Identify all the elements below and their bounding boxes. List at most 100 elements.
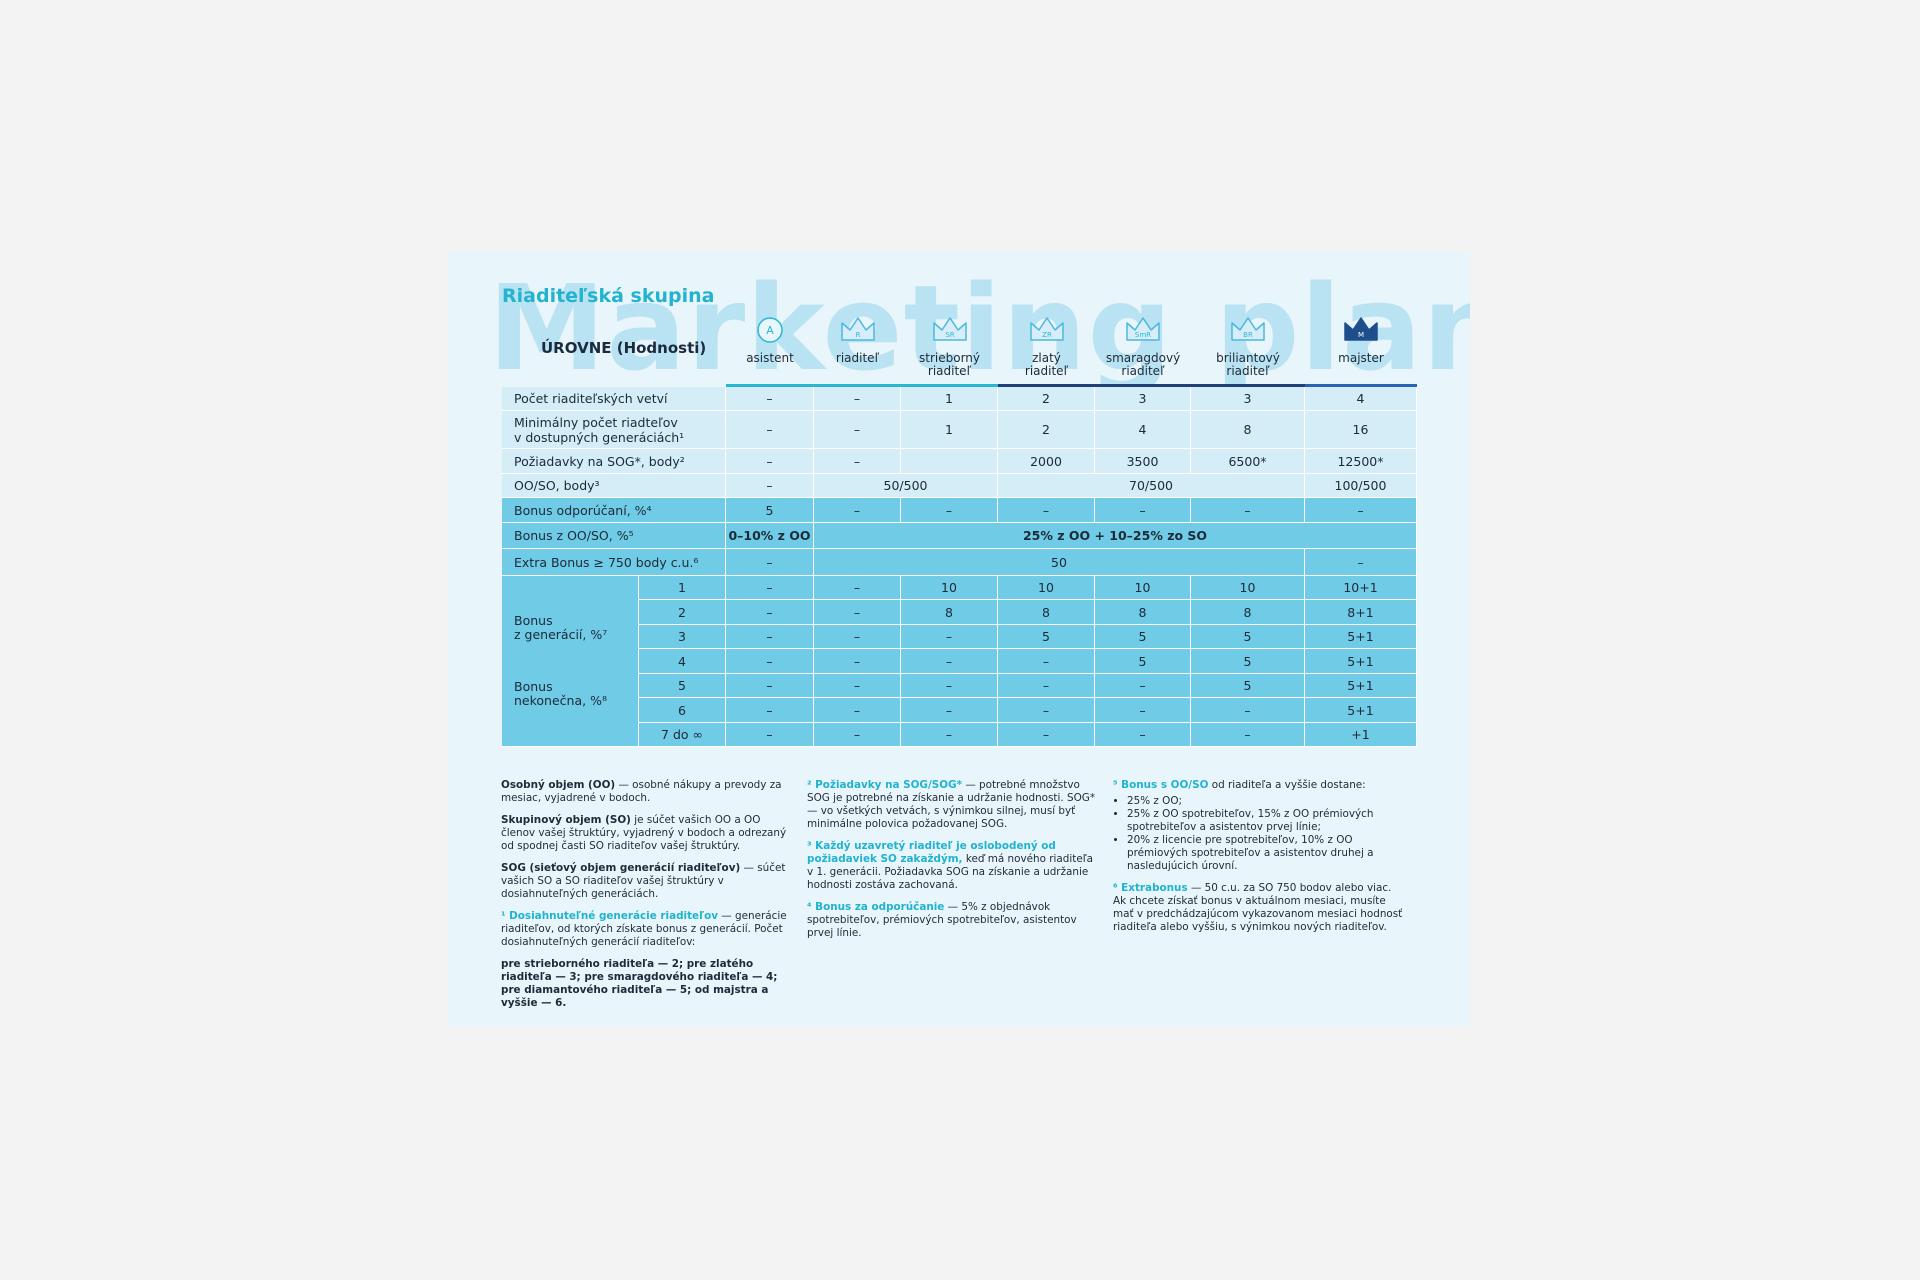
table-cell: 16 — [1305, 411, 1417, 449]
table-cell: – — [814, 649, 901, 674]
note: Osobný objem (OO) — osobné nákupy a prev… — [501, 779, 793, 805]
note-lead: pre strieborného riaditeľa — 2; pre zlat… — [501, 958, 778, 1009]
section-title: Riaditeľská skupina — [502, 285, 715, 307]
table-cell: – — [814, 449, 901, 474]
note-lead: ⁵ Bonus s OO/SO — [1113, 779, 1209, 791]
table-cell: 10+1 — [1305, 576, 1417, 600]
table-cell: 8 — [998, 600, 1095, 625]
table-cell: 8 — [1191, 600, 1305, 625]
table-cell: – — [814, 411, 901, 449]
level-bar — [1305, 384, 1417, 387]
table-cell: 3 — [1191, 387, 1305, 411]
table-cell: 12500* — [1305, 449, 1417, 474]
badge-text: SR — [945, 331, 954, 339]
generation-number: 3 — [639, 625, 726, 649]
table-cell: – — [814, 498, 901, 523]
level-bar — [1095, 384, 1191, 387]
badge-text: A — [766, 324, 774, 337]
note: Skupinový objem (SO) je súčet vašich OO … — [501, 814, 793, 853]
table-cell: – — [998, 498, 1095, 523]
note: pre strieborného riaditeľa — 2; pre zlat… — [501, 958, 793, 1010]
note-text: — 5% z objednávok spotrebiteľov, prémiov… — [807, 901, 1077, 939]
level-badge: M — [1344, 317, 1378, 341]
table-cell: – — [901, 649, 998, 674]
level-bar — [726, 384, 814, 387]
note-bullets: 25% z OO;25% z OO spotrebiteľov, 15% z O… — [1119, 795, 1405, 873]
table-cell: 5+1 — [1305, 674, 1417, 698]
table-cell: – — [901, 698, 998, 723]
note: ⁶ Extrabonus — 50 c.u. za SO 750 bodov a… — [1113, 882, 1405, 934]
table-cell: – — [726, 576, 814, 600]
badge-text: R — [855, 331, 860, 339]
table-cell: 3500 — [1095, 449, 1191, 474]
level-badge: SmR — [1126, 317, 1160, 341]
table-cell: 8 — [1095, 600, 1191, 625]
generation-number: 5 — [639, 674, 726, 698]
level-name: majster — [1338, 351, 1384, 365]
table-cell: – — [1095, 723, 1191, 747]
table-cell: – — [726, 549, 814, 576]
table-cell: – — [998, 723, 1095, 747]
table-cell: – — [1095, 498, 1191, 523]
level-badge: A — [757, 317, 783, 343]
table-cell: 8 — [901, 600, 998, 625]
note: ¹ Dosiahnuteľné generácie riaditeľov — g… — [501, 910, 793, 949]
badge-text: BR — [1243, 331, 1253, 339]
table-cell: – — [1191, 698, 1305, 723]
note-bullet: 25% z OO; — [1127, 795, 1405, 808]
note: ³ Každý uzavretý riaditeľ je oslobodený … — [807, 840, 1099, 892]
generation-number: 1 — [639, 576, 726, 600]
table-cell: – — [726, 698, 814, 723]
table-cell: 4 — [1305, 387, 1417, 411]
table-cell: – — [1305, 498, 1417, 523]
table-cell: 5 — [1191, 674, 1305, 698]
notes-column: ⁵ Bonus s OO/SO od riaditeľa a vyššie do… — [1113, 779, 1405, 943]
table-cell: 5+1 — [1305, 625, 1417, 649]
badge-text: SmR — [1135, 331, 1151, 339]
table-cell: 100/500 — [1305, 474, 1417, 498]
note: SOG (sieťový objem generácií riaditeľov)… — [501, 862, 793, 901]
note-text: — potrebné množstvo SOG je potrebné na z… — [807, 779, 1096, 830]
notes-column: ² Požiadavky na SOG/SOG* — potrebné množ… — [807, 779, 1099, 949]
generation-number: 2 — [639, 600, 726, 625]
generation-group-label: Bonus nekonečna, %⁸ — [514, 679, 607, 708]
table-cell: – — [901, 498, 998, 523]
table-cell: – — [726, 387, 814, 411]
table-cell: 6500* — [1191, 449, 1305, 474]
table-cell: – — [1191, 498, 1305, 523]
level-name: zlatý riaditeľ — [1024, 351, 1069, 378]
table-cell: 10 — [1191, 576, 1305, 600]
row-label: Počet riaditeľských vetví — [502, 387, 726, 411]
table-cell: 50 — [814, 549, 1305, 576]
note-text: — súčet vašich SO a SO riaditeľov vašej … — [501, 862, 786, 900]
level-bar — [998, 384, 1095, 387]
table-cell — [901, 449, 998, 474]
row-label: Požiadavky na SOG*, body² — [502, 449, 726, 474]
table-cell: – — [726, 449, 814, 474]
table-cell: – — [814, 576, 901, 600]
table-cell: 2000 — [998, 449, 1095, 474]
table-cell: 5 — [998, 625, 1095, 649]
table-cell: – — [1095, 698, 1191, 723]
table-cell: 3 — [1095, 387, 1191, 411]
levels-label: ÚROVNE (Hodnosti) — [541, 339, 707, 357]
level-name: strieborný riaditeľ — [919, 351, 980, 378]
table-cell: 5 — [726, 498, 814, 523]
level-badge: SR — [932, 317, 967, 341]
note: ² Požiadavky na SOG/SOG* — potrebné množ… — [807, 779, 1099, 831]
table-cell: – — [814, 723, 901, 747]
table-cell: – — [726, 649, 814, 674]
note-lead: SOG (sieťový objem generácií riaditeľov) — [501, 862, 741, 874]
table-cell: – — [998, 649, 1095, 674]
table-cell: 1 — [901, 411, 998, 449]
table-cell: 0–10% z OO — [726, 523, 814, 549]
table-cell: 1 — [901, 387, 998, 411]
level-bar — [1191, 384, 1305, 387]
row-label: Bonus odporúčaní, %⁴ — [502, 498, 726, 523]
table-cell: 5 — [1095, 649, 1191, 674]
card: Marketing plan Riaditeľská skupina ÚROVN… — [448, 251, 1470, 1026]
level-name: smaragdový riaditeľ — [1105, 351, 1181, 378]
level-name: riaditeľ — [835, 351, 880, 365]
level-badge: R — [840, 317, 875, 341]
table-cell: – — [814, 698, 901, 723]
